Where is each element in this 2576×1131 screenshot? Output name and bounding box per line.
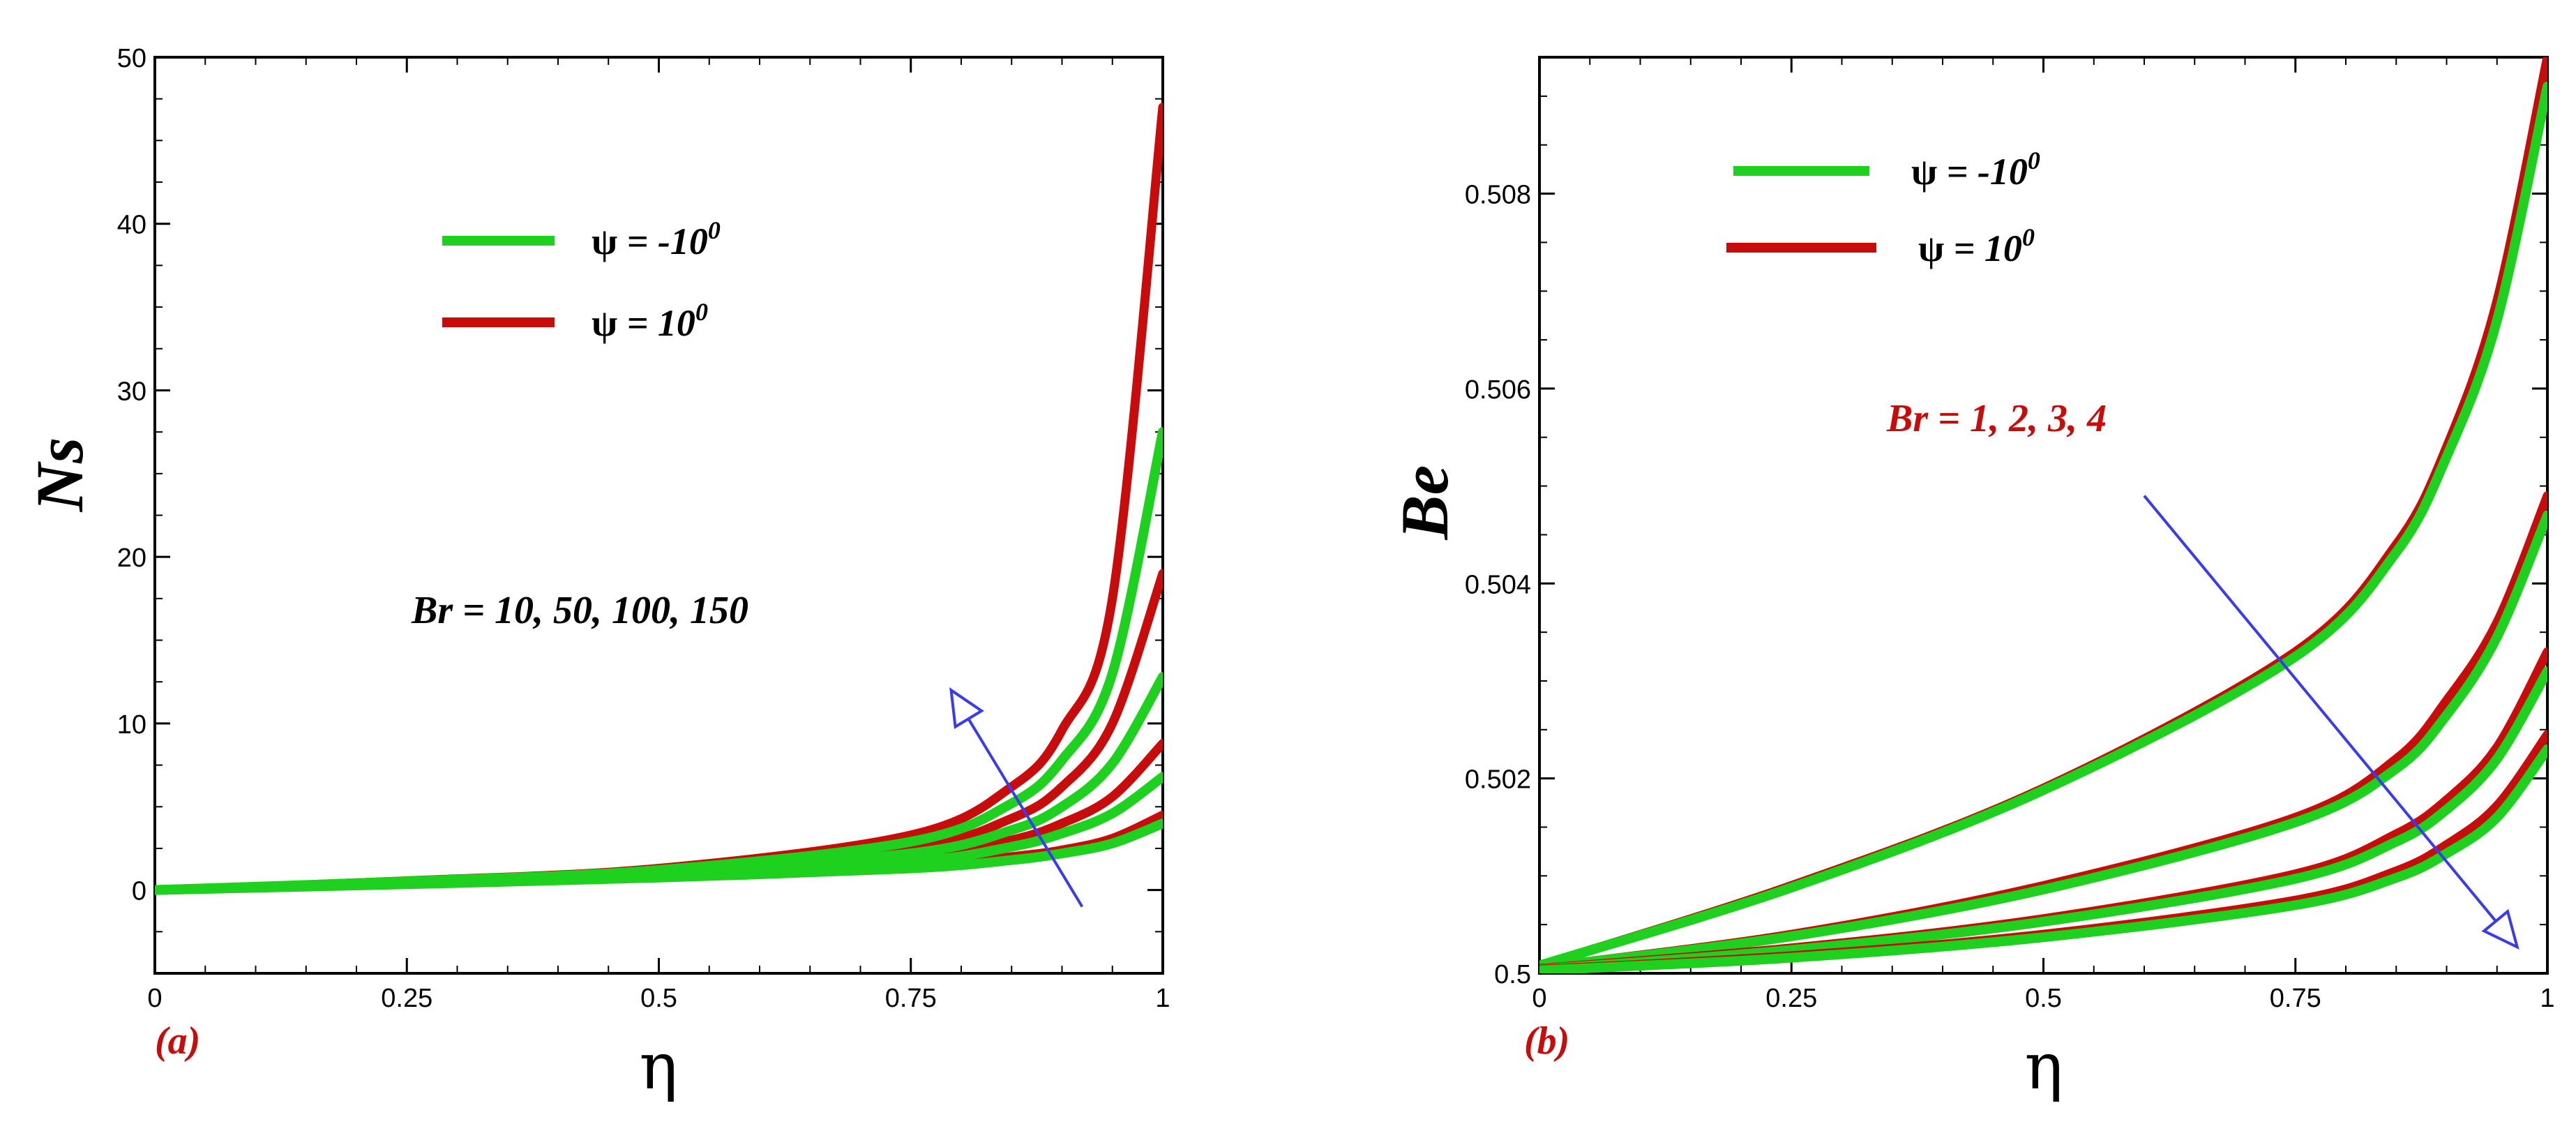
param-annotation-b: Br = 1, 2, 3, 4 (1886, 397, 2107, 440)
y-tick-label-a: 40 (117, 211, 146, 240)
y-tick-label-b: 0.506 (1465, 375, 1531, 405)
y-tick-label-a: 10 (117, 710, 146, 740)
x-tick-label-a: 0.25 (381, 984, 432, 1013)
series-line-b-5 (1539, 666, 2547, 973)
y-tick-label-a: 20 (117, 544, 146, 573)
x-tick-label-a: 0.75 (885, 984, 937, 1013)
panel-label-b: (b) (1524, 1019, 1569, 1063)
param-annotation-a: Br = 10, 50, 100, 150 (411, 589, 748, 632)
x-tick-label-a: 1 (1155, 984, 1170, 1013)
x-tick-label-b: 0.5 (2025, 984, 2062, 1013)
legend-b: ψ = -100 ψ = 100 (1726, 147, 2040, 269)
series-line-b-2 (1539, 491, 2547, 973)
y-tick-label-a: 30 (117, 377, 146, 406)
y-tick-label-a: 0 (132, 877, 146, 906)
legend-label-red-b: ψ = 100 (1918, 223, 2035, 269)
x-tick-label-a: 0.5 (640, 984, 677, 1013)
series-b (1539, 57, 2547, 973)
series-line-b-1 (1539, 81, 2547, 971)
legend-label-green-a: ψ = -100 (592, 216, 721, 262)
x-axis-title-a: η (639, 1029, 677, 1104)
series-line-a-7 (155, 427, 1163, 895)
y-tick-label-b: 0.502 (1465, 765, 1531, 795)
series-line-b-3 (1539, 510, 2547, 973)
x-tick-label-b: 0 (1532, 984, 1546, 1013)
y-tick-label-b: 0.5 (1494, 960, 1531, 989)
y-tick-label-b: 0.504 (1465, 570, 1531, 599)
arrow-shaft-a (967, 718, 1084, 908)
x-tick-label-a: 0 (147, 984, 162, 1013)
legend-a: ψ = -100 ψ = 100 (442, 216, 721, 344)
x-axis-title-b: η (2024, 1029, 2063, 1104)
panel-label-a: (a) (155, 1019, 200, 1063)
legend-label-green-b: ψ = -100 (1911, 147, 2040, 193)
y-tick-label-a: 50 (117, 44, 146, 73)
arrow-head-a (949, 687, 984, 729)
x-tick-label-b: 1 (2540, 984, 2554, 1013)
legend-label-red-a: ψ = 100 (592, 298, 708, 344)
arrow-increasing-br-b (2143, 495, 2519, 950)
y-axis-title-b: Be (1387, 465, 1462, 541)
arrow-head-b (2481, 908, 2519, 950)
series-line-b-7 (1539, 744, 2547, 973)
x-tick-label-b: 0.75 (2270, 984, 2321, 1013)
series-a (155, 103, 1163, 895)
arrow-shaft-b (2143, 495, 2497, 922)
x-tick-label-b: 0.25 (1765, 984, 1817, 1013)
y-axis-title-a: Ns (22, 437, 97, 513)
arrow-increasing-br-a (949, 687, 1084, 908)
y-tick-label-b: 0.508 (1465, 181, 1531, 210)
